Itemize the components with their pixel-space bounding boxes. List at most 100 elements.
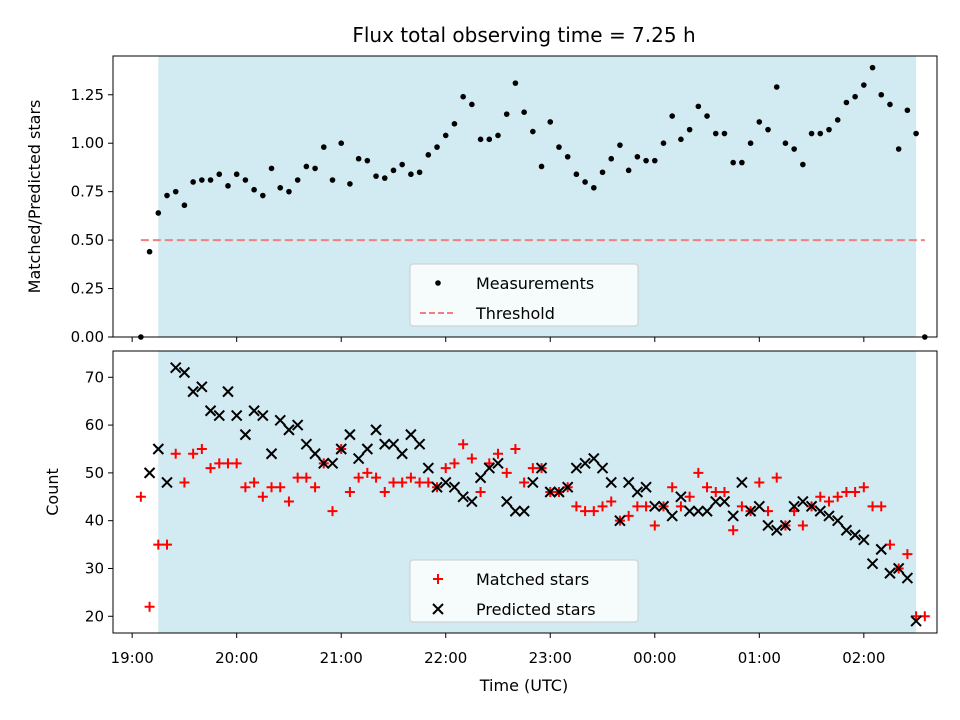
data-point xyxy=(727,510,739,522)
data-point xyxy=(413,438,426,450)
data-point xyxy=(451,121,458,127)
data-point xyxy=(442,132,449,139)
data-point xyxy=(318,457,330,470)
data-point xyxy=(205,463,216,474)
data-point xyxy=(782,140,789,147)
series-matched-stars xyxy=(135,439,930,622)
data-point xyxy=(686,126,693,133)
legend-label: Predicted stars xyxy=(476,600,596,619)
data-point xyxy=(440,463,451,474)
data-point xyxy=(580,506,591,517)
data-point xyxy=(449,458,460,469)
data-point xyxy=(640,481,652,493)
data-point xyxy=(457,491,469,503)
data-point xyxy=(823,510,835,522)
data-point xyxy=(239,428,252,441)
data-point xyxy=(582,179,588,185)
data-point xyxy=(466,453,477,464)
data-point xyxy=(364,157,371,164)
data-point xyxy=(904,107,911,114)
data-point xyxy=(353,472,364,483)
legend-marker xyxy=(432,603,444,615)
data-point xyxy=(501,495,513,508)
data-point xyxy=(320,144,327,150)
data-point xyxy=(277,184,284,191)
data-point xyxy=(718,495,731,508)
data-point xyxy=(597,501,608,512)
data-point xyxy=(710,495,722,508)
y-axis-label: Matched/Predicted stars xyxy=(25,100,44,294)
data-point xyxy=(573,171,580,178)
data-point xyxy=(605,476,617,489)
data-point xyxy=(815,491,826,502)
data-point xyxy=(249,477,260,488)
data-point xyxy=(771,472,782,483)
data-point xyxy=(763,506,774,517)
data-point xyxy=(469,101,475,108)
data-point xyxy=(861,82,867,88)
data-point xyxy=(544,486,556,498)
data-point xyxy=(826,126,832,133)
data-point xyxy=(495,132,501,139)
data-point xyxy=(190,179,196,185)
data-point xyxy=(657,500,670,513)
data-point xyxy=(204,405,217,417)
data-point xyxy=(492,448,503,459)
data-point xyxy=(233,171,240,178)
data-point xyxy=(814,505,826,517)
data-point xyxy=(379,487,390,497)
data-point xyxy=(712,130,719,137)
data-point xyxy=(623,510,634,521)
x-tick-label: 23:00 xyxy=(529,649,572,667)
data-point xyxy=(875,543,887,556)
data-point xyxy=(216,171,223,178)
data-point xyxy=(805,500,818,513)
legend-label: Measurements xyxy=(476,274,594,293)
x-tick-label: 20:00 xyxy=(215,649,258,667)
data-point xyxy=(283,496,294,507)
data-point xyxy=(178,366,191,379)
data-point xyxy=(736,476,748,489)
data-point xyxy=(474,471,487,484)
data-point xyxy=(669,113,676,119)
data-point xyxy=(283,424,295,436)
data-point xyxy=(719,487,730,497)
data-point xyxy=(294,177,301,183)
data-point xyxy=(634,153,641,160)
data-point xyxy=(625,167,632,174)
data-point xyxy=(172,188,179,195)
data-point xyxy=(788,500,800,513)
data-point xyxy=(823,496,834,507)
data-point xyxy=(225,183,231,189)
data-point xyxy=(789,506,800,517)
data-point xyxy=(214,458,225,469)
data-point xyxy=(355,155,362,162)
data-point xyxy=(477,136,484,143)
data-point xyxy=(556,144,562,150)
x-tick-label: 00:00 xyxy=(633,649,676,667)
data-point xyxy=(570,462,583,474)
x-tick-label: 02:00 xyxy=(842,649,885,667)
legend-box xyxy=(409,263,639,327)
data-point xyxy=(834,117,841,123)
data-point xyxy=(895,146,902,152)
data-point xyxy=(196,443,207,454)
data-point xyxy=(170,362,182,374)
data-point xyxy=(387,438,400,450)
data-point xyxy=(352,452,365,465)
data-point xyxy=(683,505,696,517)
data-point xyxy=(527,463,538,474)
data-point xyxy=(617,142,623,148)
data-point xyxy=(327,506,338,517)
data-point xyxy=(817,130,824,137)
data-point xyxy=(274,414,286,427)
data-point xyxy=(530,128,536,135)
data-point xyxy=(660,140,667,147)
data-point xyxy=(901,572,914,584)
data-point xyxy=(248,405,260,417)
y-tick-label: 0.75 xyxy=(71,183,104,201)
data-point xyxy=(162,539,173,550)
x-tick-label: 19:00 xyxy=(111,649,154,667)
data-point xyxy=(423,477,434,488)
